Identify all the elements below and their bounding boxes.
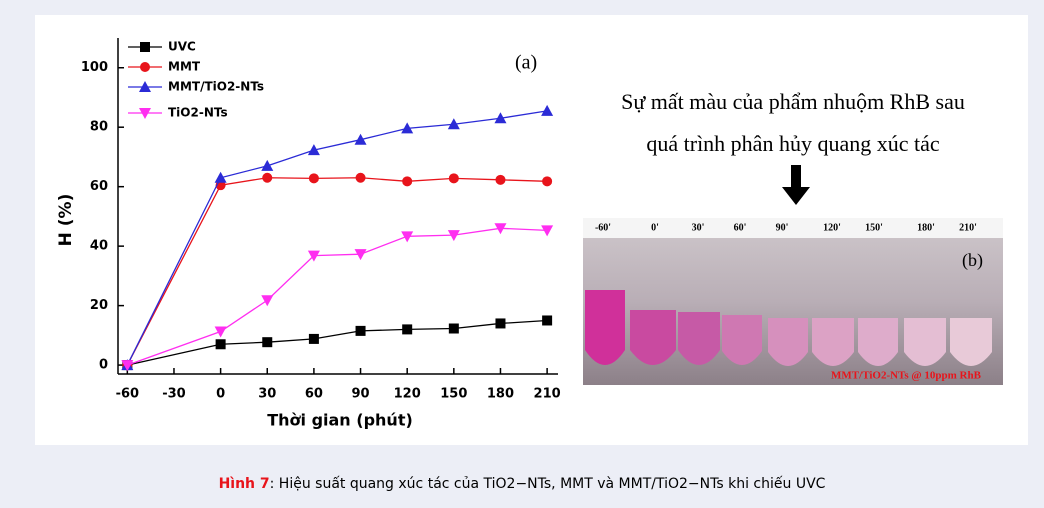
time-label: 210': [959, 222, 977, 233]
marker: [494, 112, 507, 124]
tube: [858, 318, 898, 366]
x-tick-label: 180: [487, 387, 514, 402]
time-label: 60': [734, 222, 747, 233]
x-tick-label: 60: [305, 387, 323, 402]
panel-label: (b): [962, 250, 983, 271]
marker: [214, 326, 227, 338]
marker: [401, 122, 414, 134]
marker: [542, 315, 553, 326]
y-axis-title: H (%): [56, 194, 76, 247]
marker: [402, 324, 413, 335]
plot: 0 20 40 60 80 100 -60 -30 0 30 60 90 120 150 180 210 UVC…: [81, 38, 561, 402]
tube: [950, 318, 992, 366]
legend-marker: [140, 42, 150, 52]
marker: [261, 159, 274, 171]
legend-label: UVC: [168, 40, 196, 54]
marker: [494, 223, 507, 235]
marker: [307, 144, 320, 156]
legend-label: TiO2-NTs: [168, 106, 228, 120]
marker: [448, 173, 459, 184]
y-tick-label: 0: [99, 358, 108, 373]
photo: (b) MMT/TiO2-NTs @ 10ppm RhB: [583, 218, 1003, 385]
y-tick-label: 40: [90, 239, 108, 254]
time-label: 150': [865, 222, 883, 233]
legend-label: MMT: [168, 60, 201, 74]
marker: [495, 174, 506, 185]
tube: [630, 310, 676, 365]
photo-strip: [583, 218, 1003, 238]
marker: [542, 176, 553, 187]
legend-marker: [139, 108, 151, 119]
x-tick-label: 120: [394, 387, 421, 402]
panel-label: (a): [515, 52, 537, 74]
marker: [262, 337, 273, 348]
marker: [447, 230, 460, 242]
x-tick-label: 90: [351, 387, 369, 402]
marker: [307, 250, 320, 262]
x-tick-label: -60: [116, 387, 140, 402]
tube: [768, 318, 808, 366]
y-tick-label: 20: [90, 298, 108, 313]
arrow: [782, 165, 810, 205]
x-tick-label: 150: [440, 387, 467, 402]
marker: [308, 173, 319, 184]
time-label: 120': [823, 222, 841, 233]
marker: [448, 323, 459, 334]
x-tick-label: 210: [534, 387, 561, 402]
tube: [812, 318, 854, 366]
marker: [354, 249, 367, 261]
y-tick-label: 80: [90, 120, 108, 135]
marker: [261, 295, 274, 307]
y-tick-label: 60: [90, 179, 108, 194]
time-label: 30': [692, 222, 705, 233]
marker: [355, 172, 366, 183]
y-tick-label: 100: [81, 60, 108, 75]
time-label: 180': [917, 222, 935, 233]
marker: [215, 339, 226, 350]
marker: [355, 325, 366, 336]
time-label: -60': [595, 222, 611, 233]
photo-heading: quá trình phân hủy quang xúc tác: [646, 131, 939, 156]
time-label: 90': [776, 222, 789, 233]
marker: [541, 104, 554, 116]
x-tick-label: 0: [216, 387, 225, 402]
legend-label: MMT/TiO2-NTs: [168, 80, 264, 94]
marker: [308, 333, 319, 344]
caption: Hình 7: Hiệu suất quang xúc tác của TiO2…: [219, 475, 826, 492]
photo-note: MMT/TiO2-NTs @ 10ppm RhB: [831, 370, 982, 382]
caption-text: : Hiệu suất quang xúc tác của TiO2−NTs, …: [270, 475, 826, 492]
time-labels: -60' 0' 30' 60' 90' 120' 150' 180' 210': [595, 222, 977, 233]
x-tick-label: -30: [162, 387, 186, 402]
marker: [214, 171, 227, 183]
tube: [722, 315, 762, 365]
marker: [262, 172, 273, 183]
legend-marker: [139, 81, 151, 92]
tube: [585, 290, 625, 365]
x-axis-title: Thời gian (phút): [267, 411, 413, 430]
tube: [678, 312, 720, 365]
marker: [401, 231, 414, 243]
marker: [495, 318, 506, 329]
time-label: 0': [651, 222, 659, 233]
legend-marker: [140, 62, 150, 72]
marker: [541, 225, 554, 237]
photo-heading: Sự mất màu của phẩm nhuộm RhB sau: [621, 89, 965, 114]
marker: [447, 118, 460, 130]
tube: [904, 318, 946, 366]
x-tick-label: 30: [258, 387, 276, 402]
marker: [402, 176, 413, 187]
marker: [354, 133, 367, 145]
marker: [121, 360, 134, 372]
caption-label: Hình 7: [219, 476, 270, 492]
